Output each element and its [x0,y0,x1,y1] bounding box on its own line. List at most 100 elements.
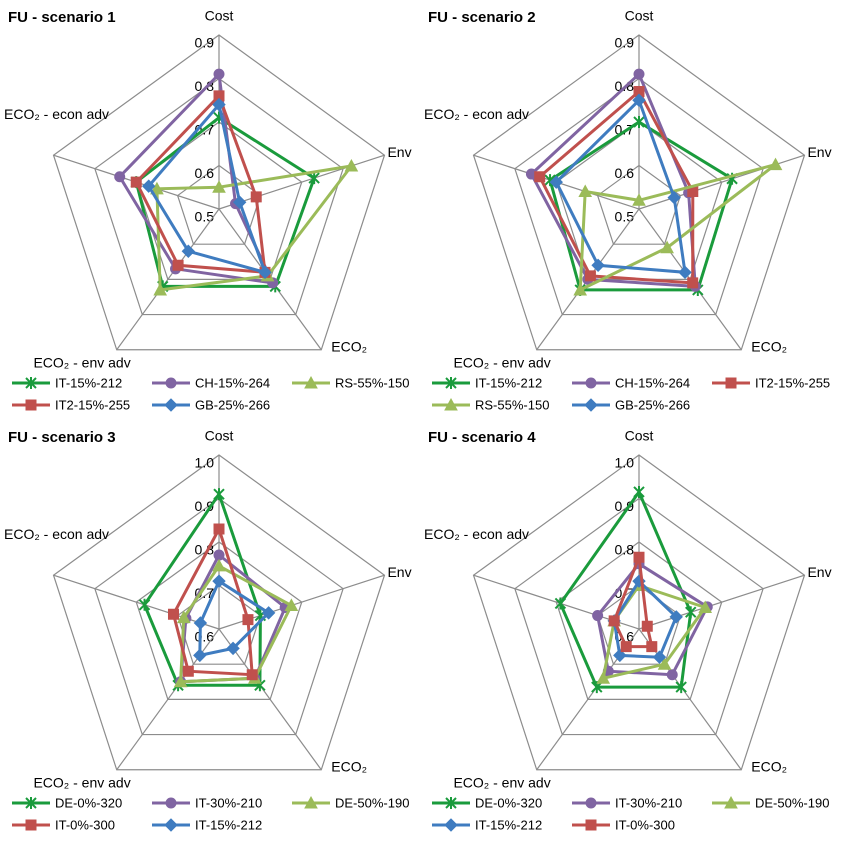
data-point [591,258,605,273]
category-label: ECO₂ - env adv [33,354,130,370]
data-point [193,616,208,630]
data-point [172,259,184,271]
data-point [573,282,588,296]
data-point [141,179,156,193]
data-point [308,172,320,185]
data-point [592,610,604,621]
data-point [182,665,194,677]
data-point [633,485,645,498]
data-point [584,270,596,282]
legend-label: CH-15%-264 [615,375,690,390]
data-point [632,193,646,206]
tick-label: 0.9 [615,35,635,51]
category-label: Env [807,564,831,580]
data-point [213,488,225,501]
data-point [114,171,126,183]
data-point [138,598,151,611]
category-label: ECO₂ - econ adv [4,106,109,122]
legend-marker [585,377,597,389]
spoke [638,628,742,771]
legend-marker [445,797,457,809]
radar-panel: FU - scenario 40.60.70.80.91.0CostEnvECO… [424,428,832,833]
data-point [675,681,687,694]
legend-marker [444,818,458,832]
data-point [666,669,678,681]
data-point [669,610,683,624]
data-point [667,190,681,205]
data-point [685,606,697,619]
series-line [134,93,267,274]
data-point [173,674,188,688]
series-line [198,578,271,658]
grid-ring [94,497,344,736]
series-line [529,71,697,289]
legend-marker [164,818,178,832]
category-label: Cost [205,8,234,24]
grid-ring [596,584,682,665]
data-point [212,180,226,193]
data-point [176,610,191,624]
legend-label: IT-15%-212 [475,375,542,390]
category-label: ECO₂ - env adv [33,774,130,790]
legend-label: DE-50%-190 [755,795,829,810]
legend-label: IT2-15%-255 [755,375,830,390]
data-point [226,641,240,656]
grid-ring [472,34,806,351]
series-line [612,556,654,649]
chart-title: FU - scenario 1 [8,9,116,26]
legend-marker [445,377,457,389]
legend-label: IT-30%-210 [615,795,682,810]
legend-label: DE-50%-190 [335,795,409,810]
series-line [134,115,317,288]
data-point [150,181,164,195]
data-point [250,191,262,203]
data-point [193,648,207,663]
category-label: Env [387,144,411,160]
legend-marker [725,377,737,389]
series-line [155,163,355,292]
grid-ring [472,454,806,771]
data-point [633,86,645,98]
data-point [608,615,620,627]
legend-marker [304,375,318,389]
data-point [246,669,258,681]
data-point [596,671,611,684]
legend-label: RS-55%-150 [475,397,549,412]
data-point [213,523,225,535]
data-point [687,277,699,289]
legend-label: IT-15%-212 [55,375,122,390]
spoke [638,574,805,630]
legend-marker [584,398,598,412]
legend-marker [165,797,177,809]
legend-label: DE-0%-320 [475,795,542,810]
legend-label: IT-15%-212 [475,817,542,832]
legend-marker [585,797,597,809]
data-point [212,574,226,588]
legend-marker [164,398,178,412]
legend-marker [25,399,37,411]
data-point [261,606,276,620]
legend-label: IT-15%-212 [195,817,262,832]
data-point [232,195,247,209]
grid-ring [514,77,764,316]
tick-label: 1.0 [615,455,635,471]
category-label: ECO₂ - econ adv [424,106,529,122]
data-point [768,157,783,171]
data-point [167,608,179,620]
legend-label: IT-30%-210 [195,795,262,810]
legend-marker [25,797,37,809]
legend-marker [444,397,458,411]
spoke [53,574,220,630]
data-point [153,282,168,296]
data-point [620,641,632,653]
grid-ring [52,34,386,351]
series-line [537,89,695,285]
data-point [660,240,674,254]
grid-ring [514,497,764,736]
category-label: ECO₂ - env adv [453,354,550,370]
category-label: ECO₂ [331,338,367,354]
data-point [678,265,692,280]
legend-marker [25,819,37,831]
data-point [613,648,627,663]
